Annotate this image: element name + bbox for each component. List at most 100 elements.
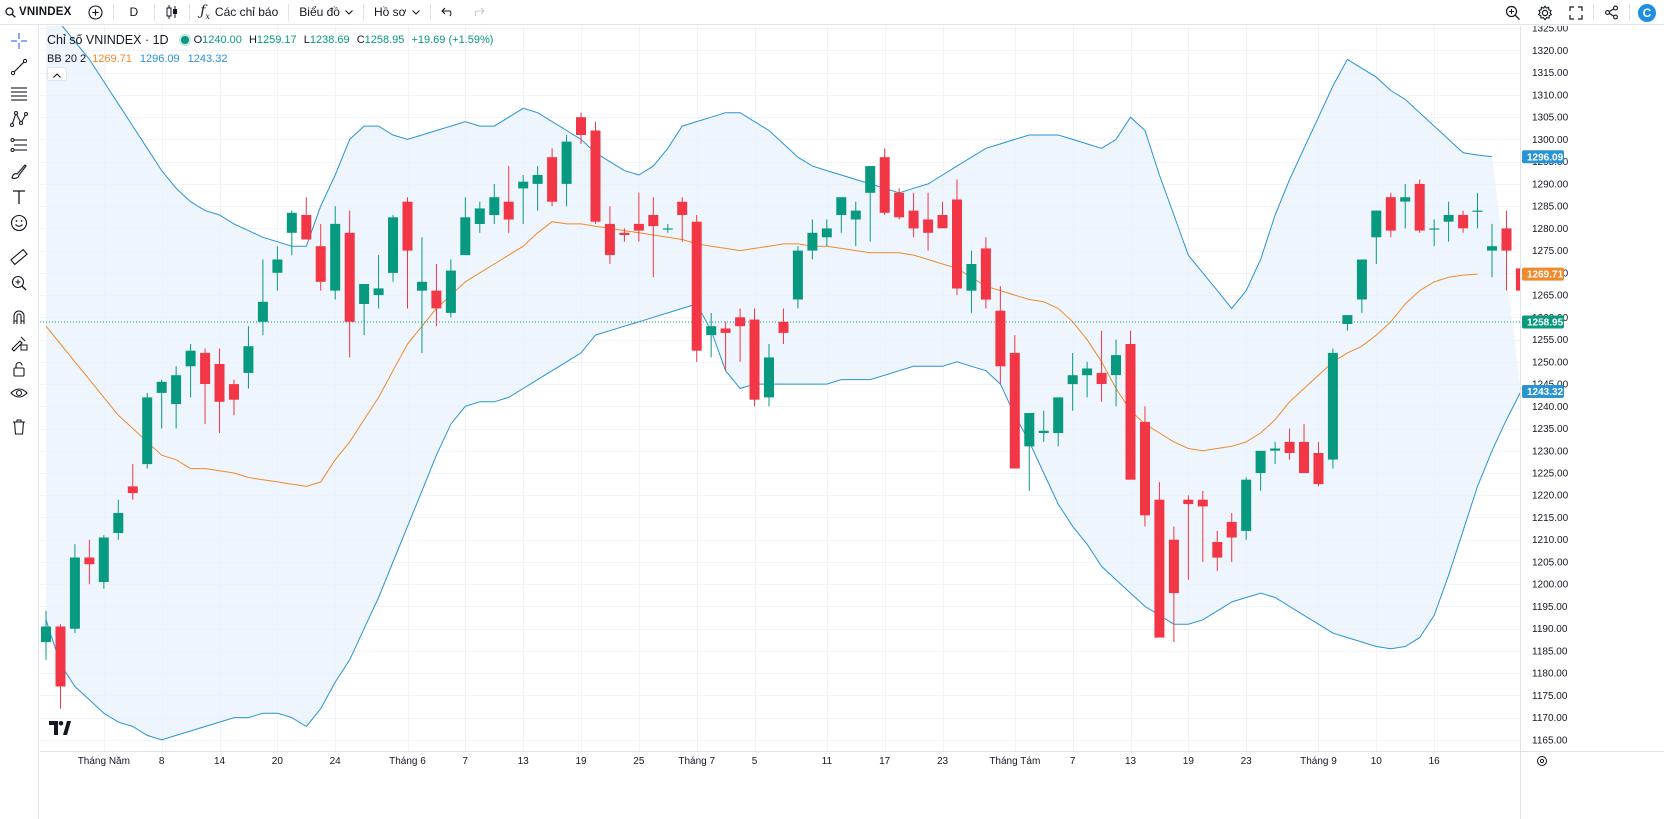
crosshair-tool[interactable] bbox=[8, 32, 30, 54]
pattern-tool[interactable] bbox=[8, 110, 30, 132]
time-tick-label: 11 bbox=[822, 756, 833, 767]
candle-body bbox=[923, 219, 934, 233]
brush-icon bbox=[10, 162, 28, 185]
candle bbox=[84, 539, 95, 585]
ruler-tool[interactable] bbox=[8, 248, 30, 270]
candle-body bbox=[604, 223, 615, 255]
eye-icon bbox=[10, 384, 28, 407]
legend-main-row: Chỉ số VNINDEX · 1D O1240.00 H1259.17 L1… bbox=[47, 33, 493, 47]
divider bbox=[362, 3, 364, 21]
redo-button[interactable] bbox=[463, 0, 493, 25]
fib-tool[interactable] bbox=[8, 136, 30, 158]
brush-tool[interactable] bbox=[8, 162, 30, 184]
trend-line-icon bbox=[10, 58, 28, 81]
candle-body bbox=[894, 192, 905, 218]
price-axis: 1165.00 1170.00 1175.00 1180.00 1185.00 1190.… bbox=[1520, 26, 1664, 819]
quick-search-button[interactable] bbox=[1497, 0, 1529, 25]
candle bbox=[489, 183, 500, 224]
compare-button[interactable] bbox=[80, 0, 111, 25]
candle-body bbox=[1053, 397, 1064, 433]
candle-body bbox=[344, 232, 355, 322]
candle bbox=[966, 250, 977, 313]
time-tick-label: 19 bbox=[575, 756, 587, 767]
candle-body bbox=[1140, 421, 1150, 516]
lock-drawings-tool[interactable] bbox=[8, 334, 30, 356]
candle-body bbox=[764, 357, 774, 398]
zoom-tool[interactable] bbox=[8, 274, 30, 296]
price-tick-label: 1170.00 bbox=[1532, 713, 1568, 724]
candle bbox=[1443, 201, 1454, 242]
trend-line-tool[interactable] bbox=[8, 58, 30, 80]
emoji-tool[interactable] bbox=[8, 214, 30, 236]
candle bbox=[171, 366, 182, 429]
candle bbox=[1342, 315, 1353, 331]
candle bbox=[662, 223, 673, 233]
candle bbox=[1327, 348, 1338, 469]
undo-button[interactable] bbox=[433, 0, 463, 25]
divider bbox=[112, 3, 114, 21]
lock-tool[interactable] bbox=[8, 360, 30, 382]
interval-button[interactable]: D bbox=[116, 0, 153, 25]
visibility-tool[interactable] bbox=[8, 384, 30, 406]
candle bbox=[142, 392, 153, 469]
price-chart[interactable]: 1165.00 1170.00 1175.00 1180.00 1185.00 1190.… bbox=[40, 26, 1664, 819]
indicators-label: Các chỉ báo bbox=[214, 5, 279, 19]
price-tick-label: 1275.00 bbox=[1532, 246, 1569, 257]
candle bbox=[156, 379, 167, 429]
candle bbox=[1168, 526, 1179, 643]
candle bbox=[807, 219, 818, 260]
price-tick-label: 1300.00 bbox=[1532, 135, 1569, 146]
candle-body bbox=[1443, 215, 1454, 222]
symbol-search[interactable]: VNINDEX bbox=[0, 0, 80, 25]
candle bbox=[691, 215, 702, 362]
candle bbox=[1385, 192, 1396, 238]
legend-close: 1258.95 bbox=[364, 34, 405, 46]
candle bbox=[1472, 192, 1483, 229]
candle-type-button[interactable] bbox=[157, 0, 187, 25]
chart-menu-label: Biểu đồ bbox=[299, 5, 340, 19]
indicators-button[interactable]: ƒx Các chỉ báo bbox=[192, 0, 286, 25]
settings-button[interactable] bbox=[1529, 0, 1561, 25]
chart-menu-button[interactable]: Biểu đồ bbox=[291, 0, 361, 25]
price-tag-label: 1243.32 bbox=[1527, 387, 1564, 398]
candle-body bbox=[171, 375, 182, 405]
candle-body bbox=[706, 326, 717, 336]
candle-body bbox=[952, 199, 962, 289]
settings-icon bbox=[1537, 4, 1553, 21]
time-tick-label: Tháng 9 bbox=[1300, 756, 1337, 767]
divider bbox=[189, 3, 191, 21]
fullscreen-button[interactable] bbox=[1561, 0, 1591, 25]
candle-body bbox=[359, 284, 370, 304]
magnet-tool[interactable] bbox=[8, 308, 30, 330]
candle-body bbox=[229, 384, 239, 400]
price-tick-label: 1265.00 bbox=[1532, 291, 1569, 302]
candle-body bbox=[778, 321, 789, 333]
legend-low: 1238.69 bbox=[309, 34, 350, 46]
profile-menu-button[interactable]: Hồ sơ bbox=[366, 0, 428, 25]
top-toolbar: VNINDEX D ƒx Các chỉ báo Biểu đồ Hồ sơ bbox=[0, 0, 1664, 25]
time-tick-label: 7 bbox=[463, 756, 469, 767]
candle bbox=[1371, 210, 1382, 264]
candle bbox=[474, 201, 485, 233]
candle bbox=[402, 197, 413, 309]
time-tick-label: 10 bbox=[1371, 756, 1383, 767]
candle bbox=[286, 210, 297, 256]
candle bbox=[1183, 495, 1194, 580]
legend-collapse-button[interactable] bbox=[47, 67, 67, 81]
divider bbox=[1593, 4, 1594, 21]
horizontal-lines-tool[interactable] bbox=[8, 84, 30, 106]
legend-open: 1240.00 bbox=[202, 34, 242, 46]
trash-icon bbox=[10, 418, 28, 441]
legend-bb-row[interactable]: BB 20 2 1269.71 1296.09 1243.32 bbox=[47, 52, 493, 66]
candle-body bbox=[1255, 450, 1266, 473]
candle-body bbox=[200, 352, 211, 384]
candle-body bbox=[474, 208, 485, 224]
price-tag bbox=[1522, 385, 1564, 399]
time-tick-label: 7 bbox=[1070, 756, 1076, 767]
share-button[interactable] bbox=[1596, 0, 1627, 25]
text-tool[interactable] bbox=[8, 188, 30, 210]
candle-body bbox=[113, 513, 124, 533]
candle bbox=[1009, 335, 1020, 469]
delete-drawings-tool[interactable] bbox=[8, 418, 30, 440]
candle bbox=[1082, 361, 1093, 398]
